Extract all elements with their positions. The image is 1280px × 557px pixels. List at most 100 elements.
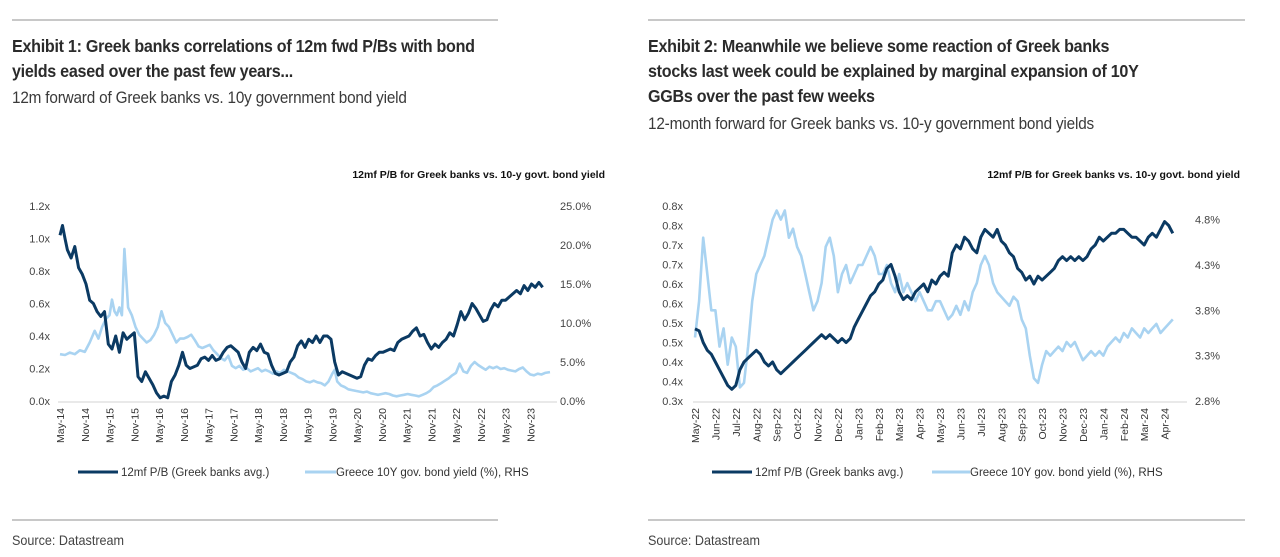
y-right-tick-label: 3.3% bbox=[1195, 351, 1220, 363]
exhibit-title-line: Exhibit 1: Greek banks correlations of 1… bbox=[12, 36, 475, 56]
x-axis: May-22 Jun-22 Jul-22 Aug-22 Sep-22 Oct-22 Nov-… bbox=[690, 408, 1172, 443]
x-tick-label: Nov-23 bbox=[525, 408, 537, 442]
x-tick-label: May-16 bbox=[154, 408, 166, 443]
x-tick-label: Oct-23 bbox=[1037, 408, 1049, 440]
x-tick-label: Nov-23 bbox=[1058, 408, 1070, 442]
series-line-yield bbox=[59, 247, 551, 398]
x-tick-label: Dec-23 bbox=[1078, 408, 1090, 442]
y-right-tick-label: 4.8% bbox=[1195, 215, 1220, 227]
exhibit-2-panel: Exhibit 2: Meanwhile we believe some rea… bbox=[640, 0, 1280, 557]
y-left-tick-label: 1.0x bbox=[29, 234, 50, 246]
x-tick-label: May-18 bbox=[253, 408, 265, 443]
series-line-pb bbox=[694, 220, 1175, 391]
y-right-tick-label: 10.0% bbox=[560, 318, 591, 330]
x-tick-label: Oct-22 bbox=[792, 408, 804, 440]
y-axis-right: 0.0% 5.0% 10.0% 15.0% 20.0% 25.0% bbox=[560, 201, 591, 408]
source-note: Source: Datastream bbox=[648, 532, 761, 548]
x-tick-label: Nov-21 bbox=[426, 408, 438, 442]
y-left-tick-label: 0.4x bbox=[662, 377, 683, 389]
legend-label-yield: Greece 10Y gov. bond yield (%), RHS bbox=[970, 467, 1163, 479]
y-left-tick-label: 0.7x bbox=[662, 260, 683, 272]
x-tick-label: May-22 bbox=[690, 408, 702, 443]
y-left-tick-label: 0.8x bbox=[662, 221, 683, 233]
x-tick-label: Nov-15 bbox=[129, 408, 141, 442]
exhibit-1-panel: Exhibit 1: Greek banks correlations of 1… bbox=[12, 19, 498, 548]
series-line-pb bbox=[58, 224, 544, 400]
y-right-tick-label: 0.0% bbox=[560, 396, 585, 408]
legend: 12mf P/B (Greek banks avg.) Greece 10Y g… bbox=[712, 467, 1163, 479]
y-right-tick-label: 2.8% bbox=[1195, 396, 1220, 408]
exhibit-title: Exhibit 1: Greek banks correlations of 1… bbox=[12, 34, 475, 84]
y-right-tick-label: 20.0% bbox=[560, 240, 591, 252]
x-tick-label: Apr-23 bbox=[915, 408, 927, 440]
x-tick-label: Nov-22 bbox=[813, 408, 825, 442]
legend-label-pb: 12mf P/B (Greek banks avg.) bbox=[755, 467, 903, 479]
x-tick-label: Sep-22 bbox=[772, 408, 784, 442]
y-left-tick-label: 0.6x bbox=[662, 279, 683, 291]
y-left-tick-label: 0.3x bbox=[662, 396, 683, 408]
x-tick-label: Mar-24 bbox=[1139, 408, 1151, 441]
y-right-tick-label: 4.3% bbox=[1195, 260, 1220, 272]
x-tick-label: Nov-20 bbox=[377, 408, 389, 442]
y-left-tick-label: 0.5x bbox=[662, 338, 683, 350]
x-tick-label: Jan-24 bbox=[1098, 408, 1110, 440]
x-tick-label: Feb-24 bbox=[1119, 408, 1131, 441]
y-left-tick-label: 0.6x bbox=[29, 299, 50, 311]
exhibit-title-line: yields eased over the past few years... bbox=[12, 61, 293, 81]
x-tick-label: Dec-22 bbox=[833, 408, 845, 442]
y-right-tick-label: 15.0% bbox=[560, 279, 591, 291]
y-left-tick-label: 0.0x bbox=[29, 396, 50, 408]
legend-label-pb: 12mf P/B (Greek banks avg.) bbox=[121, 467, 269, 479]
exhibit-title-line: Exhibit 2: Meanwhile we believe some rea… bbox=[648, 36, 1110, 56]
y-left-tick-label: 0.4x bbox=[662, 357, 683, 369]
x-tick-label: Nov-14 bbox=[80, 408, 92, 442]
x-tick-label: May-22 bbox=[451, 408, 463, 443]
y-right-tick-label: 5.0% bbox=[560, 357, 585, 369]
y-left-tick-label: 0.8x bbox=[662, 201, 683, 213]
x-tick-label: Nov-18 bbox=[278, 408, 290, 442]
y-left-tick-label: 1.2x bbox=[29, 201, 50, 213]
x-tick-label: Mar-23 bbox=[894, 408, 906, 441]
x-tick-label: Nov-17 bbox=[228, 408, 240, 442]
exhibit-subtitle: 12-month forward for Greek banks vs. 10-… bbox=[648, 114, 1095, 133]
y-axis-right: 2.8% 3.3% 3.8% 4.3% 4.8% bbox=[1195, 215, 1220, 408]
x-tick-label: May-23 bbox=[501, 408, 513, 443]
x-tick-label: May-23 bbox=[935, 408, 947, 443]
x-tick-label: Nov-22 bbox=[476, 408, 488, 442]
chart-title: 12mf P/B for Greek banks vs. 10-y govt. … bbox=[352, 169, 605, 181]
x-tick-label: Jul-23 bbox=[976, 408, 988, 437]
y-axis-left: 0.3x 0.4x 0.4x 0.5x 0.5x 0.6x 0.6x 0.7x 0.7x 0.8x… bbox=[662, 201, 683, 408]
chart-title: 12mf P/B for Greek banks vs. 10-y govt. … bbox=[987, 169, 1240, 181]
top-rule bbox=[12, 19, 498, 21]
x-tick-label: Apr-24 bbox=[1160, 408, 1172, 440]
top-rule bbox=[648, 19, 1245, 21]
x-tick-label: Aug-23 bbox=[996, 408, 1008, 442]
exhibit-title-line: stocks last week could be explained by m… bbox=[648, 61, 1139, 81]
x-tick-label: Jul-22 bbox=[731, 408, 743, 437]
y-left-tick-label: 0.4x bbox=[29, 331, 50, 343]
x-tick-label: May-14 bbox=[55, 408, 67, 443]
x-tick-label: May-19 bbox=[303, 408, 315, 443]
x-tick-label: Sep-23 bbox=[1017, 408, 1029, 442]
y-right-tick-label: 25.0% bbox=[560, 201, 591, 213]
x-tick-label: May-21 bbox=[402, 408, 414, 443]
x-tick-label: Aug-22 bbox=[751, 408, 763, 442]
x-tick-label: Jun-23 bbox=[955, 408, 967, 440]
y-axis-left: 0.0x 0.2x 0.4x 0.6x 0.8x 1.0x 1.2x bbox=[29, 201, 50, 408]
y-left-tick-label: 0.6x bbox=[662, 299, 683, 311]
x-tick-label: May-20 bbox=[352, 408, 364, 443]
y-right-tick-label: 3.8% bbox=[1195, 305, 1220, 317]
y-left-tick-label: 0.7x bbox=[662, 240, 683, 252]
legend-label-yield: Greece 10Y gov. bond yield (%), RHS bbox=[336, 467, 529, 479]
y-left-tick-label: 0.5x bbox=[662, 318, 683, 330]
exhibit-title: Exhibit 2: Meanwhile we believe some rea… bbox=[648, 34, 1139, 109]
x-tick-label: May-15 bbox=[105, 408, 117, 443]
x-tick-label: Nov-16 bbox=[179, 408, 191, 442]
x-tick-label: Nov-19 bbox=[327, 408, 339, 442]
source-note: Source: Datastream bbox=[12, 532, 125, 548]
y-left-tick-label: 0.8x bbox=[29, 266, 50, 278]
exhibit-title-line: GGBs over the past few weeks bbox=[648, 86, 875, 106]
legend: 12mf P/B (Greek banks avg.) Greece 10Y g… bbox=[78, 467, 529, 479]
